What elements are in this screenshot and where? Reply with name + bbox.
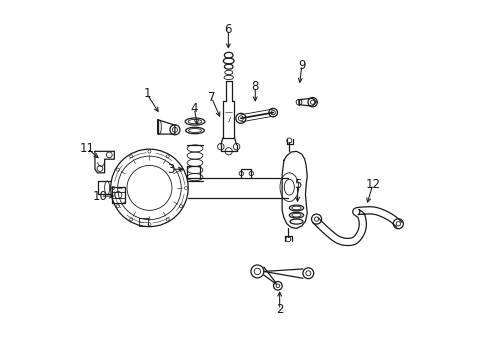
- Text: 10: 10: [93, 190, 107, 203]
- Text: 5: 5: [293, 178, 301, 191]
- Text: 2: 2: [275, 303, 283, 316]
- Text: 6: 6: [224, 23, 232, 36]
- Text: 3: 3: [167, 163, 174, 176]
- Text: J: J: [227, 117, 229, 122]
- Text: 4: 4: [190, 102, 198, 115]
- Text: 1: 1: [143, 87, 150, 100]
- Text: 12: 12: [365, 178, 380, 191]
- Text: 7: 7: [207, 91, 215, 104]
- Text: 11: 11: [80, 142, 95, 155]
- Text: 8: 8: [251, 80, 259, 93]
- Text: 9: 9: [298, 59, 305, 72]
